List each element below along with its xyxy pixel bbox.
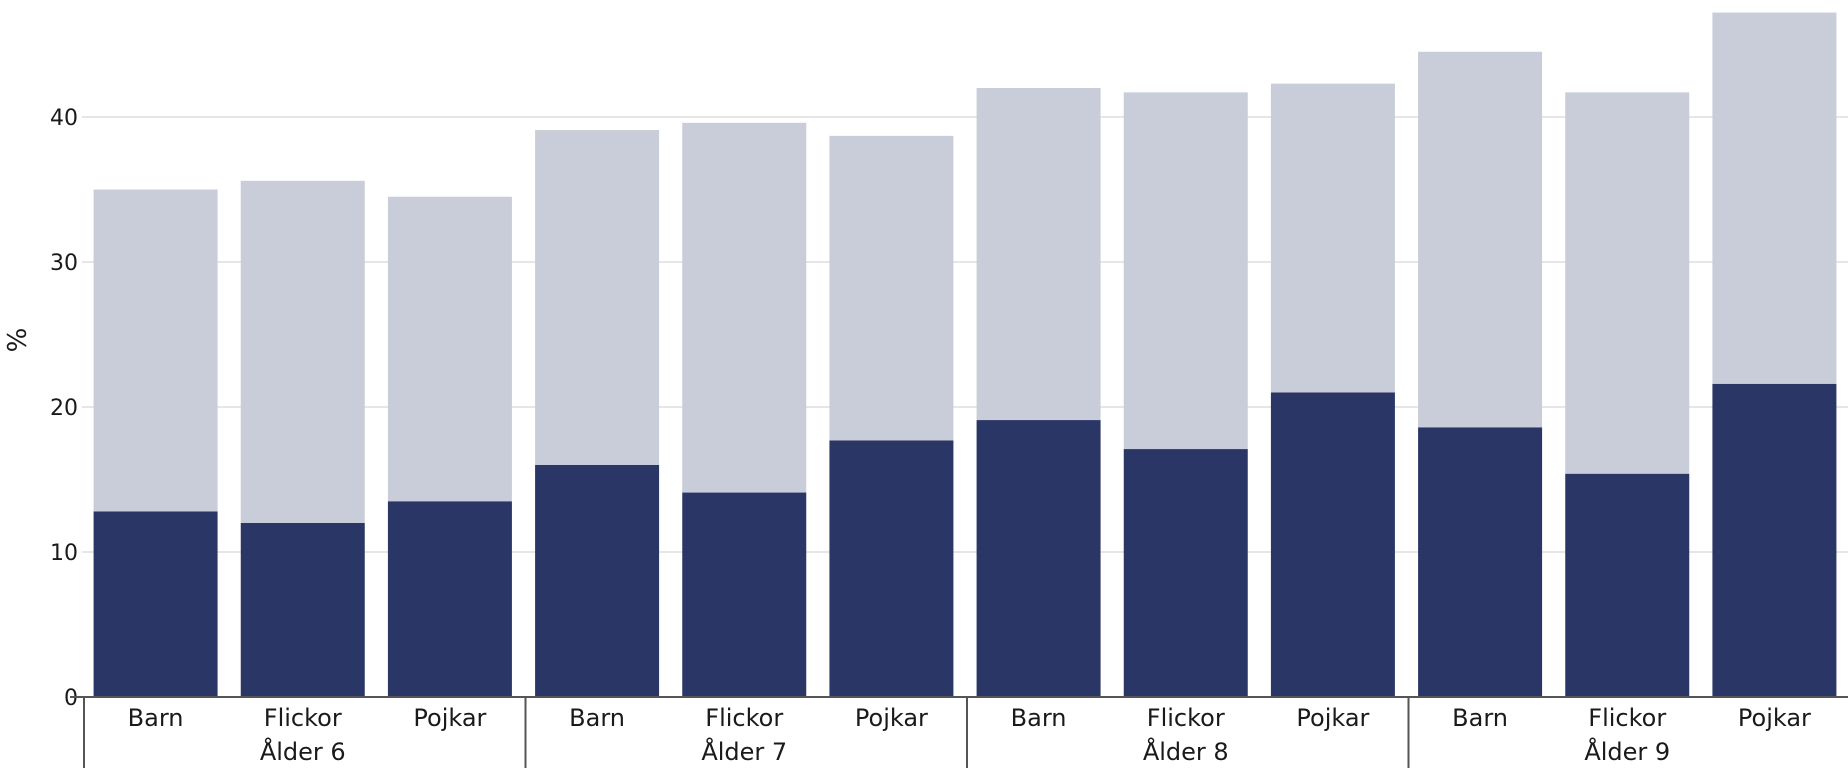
bar-top — [535, 130, 660, 466]
bar-top — [1565, 92, 1690, 474]
y-tick-label: 10 — [50, 541, 78, 566]
category-label: Barn — [1011, 704, 1067, 732]
y-tick-label: 20 — [50, 396, 78, 421]
y-tick-label: 40 — [50, 106, 78, 131]
bar-top — [1712, 12, 1837, 384]
y-axis-title: % — [3, 328, 33, 353]
axes: 0 10 20 30 40 Barn Flickor Pojkar Ålder 6 Barn Fli… — [50, 106, 1848, 768]
group-label: Ålder 7 — [701, 737, 787, 766]
category-label: Pojkar — [1296, 704, 1369, 732]
bar-bottom — [1270, 392, 1395, 697]
bar-top — [682, 122, 807, 493]
category-label: Flickor — [705, 704, 783, 732]
category-label: Pojkar — [413, 704, 486, 732]
category-label: Pojkar — [855, 704, 928, 732]
group-label: Ålder 8 — [1143, 737, 1229, 766]
bar-top — [976, 88, 1101, 421]
bar-top — [1123, 92, 1248, 450]
category-label: Flickor — [1588, 704, 1666, 732]
y-tick-label: 0 — [64, 686, 78, 711]
group-label: Ålder 6 — [260, 737, 346, 766]
y-tick-label: 30 — [50, 251, 78, 276]
bar-bottom — [1123, 449, 1248, 697]
bar-bottom — [93, 511, 218, 697]
category-label: Barn — [569, 704, 625, 732]
bar-bottom — [535, 465, 660, 697]
bar-top — [240, 180, 365, 524]
bar-bottom — [976, 420, 1101, 697]
bar-bottom — [240, 523, 365, 697]
category-label: Flickor — [1147, 704, 1225, 732]
bar-top — [93, 189, 218, 512]
category-label: Pojkar — [1738, 704, 1811, 732]
gridlines — [82, 116, 1848, 553]
bars — [93, 12, 1837, 697]
bar-top — [1270, 83, 1395, 393]
bar-bottom — [1565, 473, 1690, 697]
bar-top — [387, 196, 512, 502]
bar-bottom — [682, 492, 807, 697]
bar-bottom — [1418, 427, 1543, 697]
bar-bottom — [1712, 383, 1837, 697]
category-label: Flickor — [264, 704, 342, 732]
bar-bottom — [387, 501, 512, 697]
group-label: Ålder 9 — [1584, 737, 1670, 766]
bar-top — [829, 135, 954, 441]
category-label: Barn — [128, 704, 184, 732]
bar-top — [1418, 51, 1543, 428]
bar-bottom — [829, 440, 954, 697]
category-label: Barn — [1452, 704, 1508, 732]
